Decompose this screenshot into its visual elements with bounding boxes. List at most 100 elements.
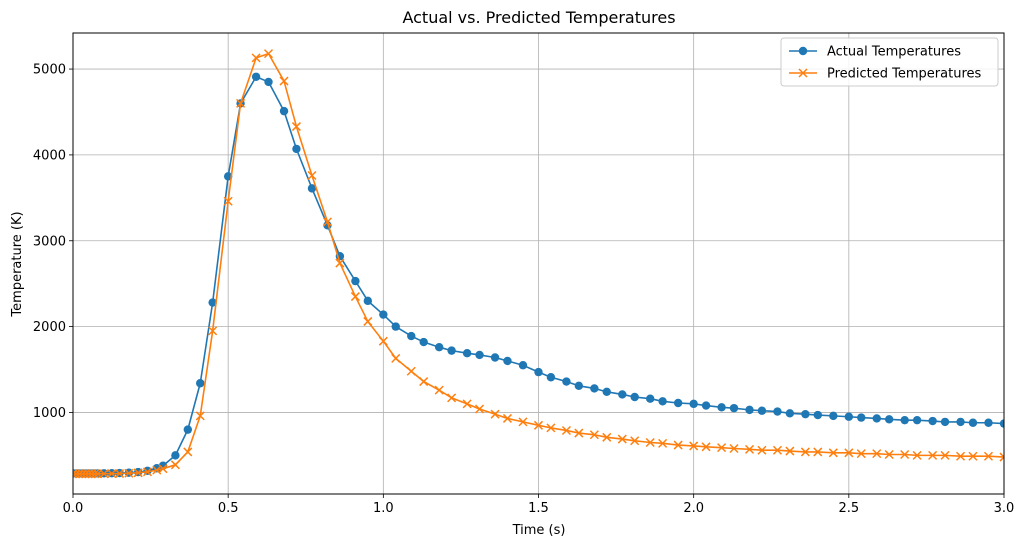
data-point: [434, 343, 444, 352]
data-point-stroke: [378, 336, 388, 346]
data-point: [999, 452, 1004, 462]
data-point: [363, 296, 373, 306]
data-point: [171, 451, 180, 460]
data-point: [223, 196, 233, 206]
data-point: [673, 440, 683, 450]
data-point: [689, 441, 699, 451]
data-point: [534, 367, 543, 377]
legend-marker: [798, 68, 808, 78]
data-point: [292, 144, 301, 154]
data-point: [350, 292, 360, 302]
data-point: [236, 98, 246, 108]
legend-label: Actual Temperatures: [827, 45, 961, 60]
y-tick-label: 2000: [33, 320, 66, 335]
data-point-stroke: [772, 445, 782, 455]
data-point: [617, 434, 627, 444]
data-point: [689, 399, 698, 409]
data-point: [419, 337, 428, 347]
data-point: [363, 316, 373, 326]
data-point-stroke: [99, 469, 109, 479]
data-point: [630, 392, 639, 402]
x-tick-label: 1.0: [373, 501, 394, 516]
data-point: [183, 447, 193, 457]
data-point: [490, 409, 500, 419]
data-point: [208, 326, 218, 336]
data-point: [574, 381, 584, 391]
data-point: [407, 331, 416, 341]
data-point-stroke: [813, 447, 823, 457]
data-point: [195, 411, 205, 421]
data-point-stroke: [90, 469, 100, 479]
data-point: [546, 423, 556, 433]
data-point-stroke: [856, 449, 866, 459]
data-point: [828, 448, 838, 458]
data-point: [475, 350, 484, 360]
data-point-stroke: [195, 411, 205, 421]
data-point: [589, 430, 599, 440]
data-point: [900, 449, 910, 460]
data-point: [208, 298, 217, 307]
legend-marker: [798, 46, 808, 56]
data-point: [170, 460, 180, 470]
data-point-stroke: [291, 122, 301, 132]
data-point: [518, 417, 528, 427]
data-point-stroke: [744, 444, 755, 454]
data-point: [462, 399, 472, 409]
data-point-stroke: [434, 385, 444, 395]
data-point: [968, 451, 978, 461]
data-point: [630, 436, 640, 446]
series-predicted: [73, 49, 1004, 479]
data-point-stroke: [142, 467, 153, 477]
x-tick-label: 0.5: [218, 501, 239, 516]
data-point-stroke: [124, 468, 134, 478]
data-point: [785, 409, 795, 418]
data-point-stroke: [462, 399, 472, 409]
data-point: [801, 409, 810, 419]
data-point: [844, 448, 854, 458]
legend-box: [780, 37, 999, 87]
data-point-stroke: [502, 413, 512, 423]
data-point-stroke: [673, 440, 683, 450]
plot-series: [73, 49, 1004, 479]
data-point: [322, 217, 333, 227]
data-point: [912, 450, 922, 460]
data-point-stroke: [363, 316, 373, 326]
data-point-stroke: [223, 196, 233, 206]
data-point: [490, 353, 500, 362]
data-point: [502, 413, 512, 423]
data-point: [602, 387, 611, 397]
data-point: [133, 468, 143, 478]
data-point: [533, 420, 544, 430]
data-point: [107, 469, 117, 479]
data-point-stroke: [785, 446, 795, 456]
data-point: [590, 384, 599, 393]
data-point-stroke: [322, 217, 333, 227]
data-point: [757, 445, 767, 455]
data-point-stroke: [335, 258, 345, 268]
data-point: [475, 404, 485, 414]
data-point-stroke: [884, 449, 894, 460]
data-point: [968, 418, 978, 427]
data-point: [956, 417, 965, 427]
data-point-stroke: [999, 456, 1004, 462]
data-point-stroke: [928, 450, 938, 460]
data-point-stroke: [236, 98, 246, 108]
data-point: [785, 446, 795, 456]
data-point: [645, 437, 655, 448]
data-point-stroke: [307, 170, 317, 181]
data-point: [673, 398, 683, 408]
legend: Actual Temperatures Predicted Temperature…: [780, 37, 999, 87]
grid: [72, 33, 1005, 494]
y-axis-label: Temperature (K): [10, 211, 25, 317]
data-point: [813, 410, 822, 420]
data-point-stroke: [475, 404, 485, 414]
data-point-stroke: [546, 423, 556, 433]
data-point: [658, 438, 668, 448]
data-point: [546, 373, 556, 382]
data-point-stroke: [658, 438, 668, 448]
y-tick-label: 1000: [33, 406, 66, 421]
y-tick-label: 5000: [33, 63, 66, 78]
data-point: [602, 432, 612, 442]
data-point-stroke: [757, 445, 767, 455]
data-point: [562, 377, 571, 386]
